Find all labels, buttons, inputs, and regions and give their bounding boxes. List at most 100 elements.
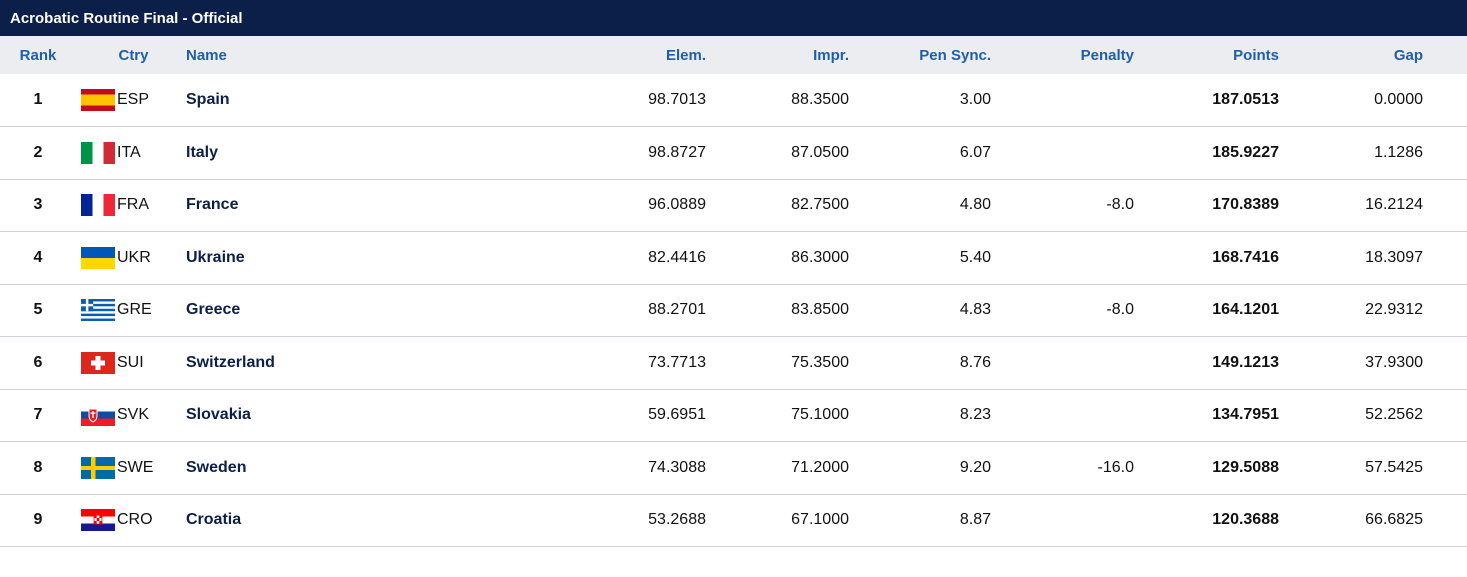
impr-value: 82.7500 <box>791 196 849 214</box>
impr-value: 75.1000 <box>791 406 849 424</box>
rank-value: 7 <box>33 406 43 424</box>
gap-value: 57.5425 <box>1365 458 1423 476</box>
impr-value: 86.3000 <box>791 248 849 266</box>
swe-flag-icon <box>81 456 115 479</box>
header-elem[interactable]: Elem. <box>665 46 706 64</box>
header-name[interactable]: Name <box>186 46 227 64</box>
pen-sync-value: 3.00 <box>959 91 991 108</box>
header-rank[interactable]: Rank <box>19 46 57 64</box>
rank-value: 3 <box>33 196 43 214</box>
header-penalty[interactable]: Penalty <box>1080 46 1134 64</box>
points-value: 168.7416 <box>1212 248 1279 266</box>
impr-value: 71.2000 <box>791 458 849 476</box>
sui-flag-icon <box>81 351 115 374</box>
table-row[interactable]: 5 GRE Greece 88.2701 83.8500 4.83 -8.0 1… <box>0 284 1467 337</box>
elem-value: 98.7013 <box>648 91 706 108</box>
table-row[interactable]: 4 UKR Ukraine 82.4416 86.3000 5.40 168.7… <box>0 232 1467 285</box>
header-row: Rank Ctry Name Elem. Impr. Pen Sync. Pen… <box>0 36 1467 74</box>
country-name[interactable]: Spain <box>186 91 230 108</box>
points-value: 120.3688 <box>1212 511 1279 529</box>
rank-value: 6 <box>33 353 43 371</box>
pen-sync-value: 9.20 <box>959 458 991 476</box>
table-row[interactable]: 2 ITA Italy 98.8727 87.0500 6.07 185.922… <box>0 127 1467 180</box>
penalty-value <box>991 232 1134 285</box>
esp-flag-icon <box>81 89 115 111</box>
elem-value: 53.2688 <box>648 511 706 529</box>
country-name[interactable]: France <box>186 196 239 214</box>
penalty-value <box>991 389 1134 442</box>
rank-value: 4 <box>33 248 43 266</box>
gap-value: 52.2562 <box>1365 406 1423 424</box>
country-code: SWE <box>117 458 154 476</box>
country-name[interactable]: Italy <box>186 143 219 161</box>
ukr-flag-icon <box>81 246 115 269</box>
country-name[interactable]: Switzerland <box>186 353 275 371</box>
impr-value: 87.0500 <box>791 143 849 161</box>
svk-flag-icon <box>81 404 115 427</box>
country-name[interactable]: Croatia <box>186 511 242 529</box>
gre-flag-icon <box>81 299 115 322</box>
rank-value: 8 <box>33 458 43 476</box>
penalty-value: -16.0 <box>1097 458 1134 476</box>
gap-value: 37.9300 <box>1365 353 1423 371</box>
header-impr[interactable]: Impr. <box>813 46 849 64</box>
cro-flag-icon <box>81 509 115 532</box>
header-points[interactable]: Points <box>1233 46 1279 64</box>
elem-value: 98.8727 <box>648 143 706 161</box>
header-pen-sync[interactable]: Pen Sync. <box>919 46 991 64</box>
penalty-value <box>991 337 1134 390</box>
table-row[interactable]: 1 ESP Spain 98.7013 88.3500 3.00 187.051… <box>0 74 1467 127</box>
penalty-value: -8.0 <box>1106 196 1134 214</box>
elem-value: 82.4416 <box>648 248 706 266</box>
impr-value: 88.3500 <box>791 91 849 108</box>
elem-value: 59.6951 <box>648 406 706 424</box>
country-name[interactable]: Greece <box>186 301 241 319</box>
rank-value: 1 <box>33 91 43 108</box>
table-row[interactable]: 8 SWE Sweden 74.3088 71.2000 9.20 -16.0 … <box>0 442 1467 494</box>
pen-sync-value: 5.40 <box>959 248 991 266</box>
pen-sync-value: 8.76 <box>959 353 991 371</box>
elem-value: 88.2701 <box>648 301 706 319</box>
impr-value: 83.8500 <box>791 301 849 319</box>
gap-value: 22.9312 <box>1365 301 1423 319</box>
header-ctry[interactable]: Ctry <box>118 46 149 64</box>
points-value: 129.5088 <box>1212 458 1279 476</box>
country-code: CRO <box>117 511 153 529</box>
pen-sync-value: 4.80 <box>959 196 991 214</box>
points-value: 187.0513 <box>1212 91 1279 108</box>
results-title: Acrobatic Routine Final - Official <box>0 0 1467 36</box>
rank-value: 2 <box>33 143 43 161</box>
pen-sync-value: 6.07 <box>959 143 991 161</box>
rank-value: 5 <box>33 301 43 319</box>
impr-value: 67.1000 <box>791 511 849 529</box>
country-code: ESP <box>117 91 150 108</box>
points-value: 185.9227 <box>1212 143 1279 161</box>
table-row[interactable]: 7 SVK Slovakia 59.6951 75.1000 8.23 134.… <box>0 389 1467 442</box>
points-value: 149.1213 <box>1212 353 1279 371</box>
country-name[interactable]: Sweden <box>186 458 247 476</box>
country-name[interactable]: Ukraine <box>186 248 245 266</box>
points-value: 170.8389 <box>1212 196 1279 214</box>
header-gap[interactable]: Gap <box>1393 46 1423 64</box>
elem-value: 96.0889 <box>648 196 706 214</box>
impr-value: 75.3500 <box>791 353 849 371</box>
country-code: GRE <box>117 301 152 319</box>
elem-value: 74.3088 <box>648 458 706 476</box>
country-code: UKR <box>117 248 151 266</box>
country-name[interactable]: Slovakia <box>186 406 251 424</box>
gap-value: 18.3097 <box>1365 248 1423 266</box>
table-row[interactable]: 6 SUI Switzerland 73.7713 75.3500 8.76 1… <box>0 337 1467 390</box>
rank-value: 9 <box>33 511 43 529</box>
country-code: FRA <box>117 196 149 214</box>
country-code: SUI <box>117 353 144 371</box>
fra-flag-icon <box>81 194 115 217</box>
gap-value: 0.0000 <box>1374 91 1423 108</box>
penalty-value <box>991 127 1134 180</box>
gap-value: 16.2124 <box>1365 196 1423 214</box>
points-value: 164.1201 <box>1212 301 1279 319</box>
table-row[interactable]: 9 CRO Croatia 53.2688 67.1000 8.87 120.3… <box>0 494 1467 547</box>
table-row[interactable]: 3 FRA France 96.0889 82.7500 4.80 -8.0 1… <box>0 179 1467 232</box>
country-code: SVK <box>117 406 150 424</box>
results-table: Rank Ctry Name Elem. Impr. Pen Sync. Pen… <box>0 36 1467 547</box>
elem-value: 73.7713 <box>648 353 706 371</box>
